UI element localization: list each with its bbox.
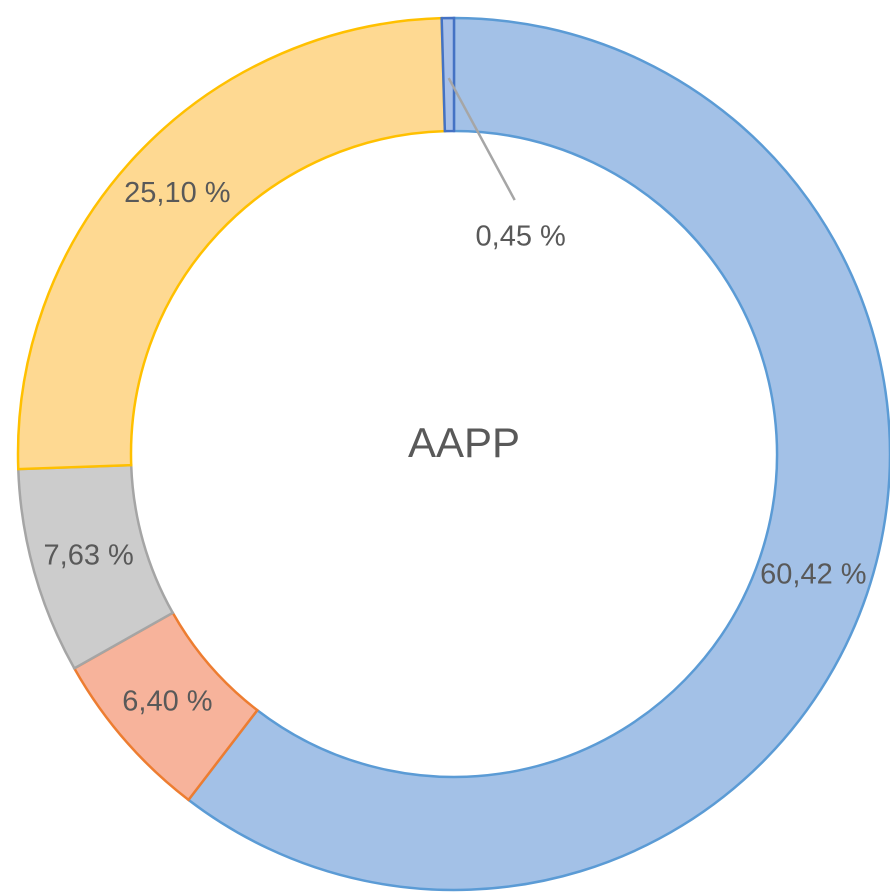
donut-slice (186, 16, 890, 892)
leader-line (447, 77, 516, 201)
data-label: 7,63 % (44, 539, 134, 571)
data-label: 6,40 % (122, 685, 212, 717)
donut-slice (440, 16, 456, 133)
data-label: 60,42 % (760, 559, 866, 591)
donut-slice (16, 16, 447, 471)
data-label: 0,45 % (476, 221, 566, 253)
data-label: 25,10 % (124, 177, 230, 209)
center-label: AAPP (408, 419, 520, 466)
